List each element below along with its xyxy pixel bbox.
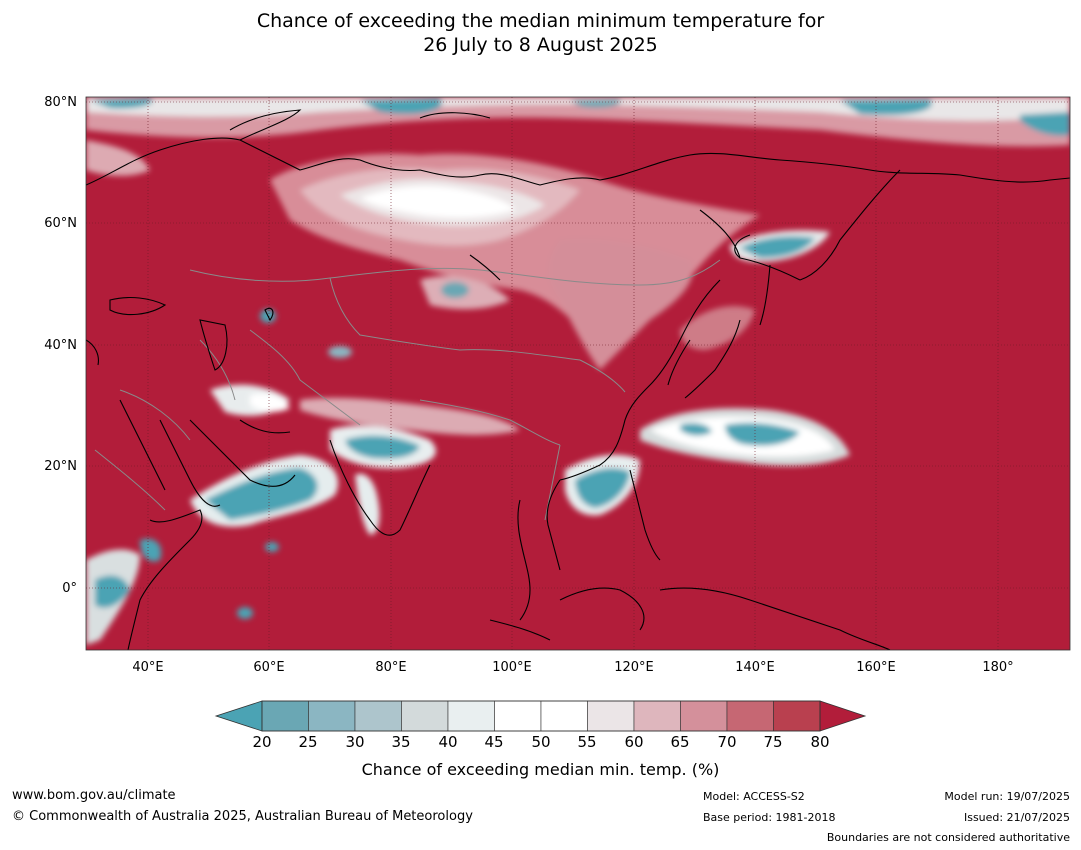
colorbar-tick-label: 50 [531, 733, 551, 751]
footer-website-link[interactable]: www.bom.gov.au/climate [12, 788, 176, 803]
lat-label-60n: 60°N [44, 216, 77, 231]
colorbar-tick-label: 55 [577, 733, 597, 751]
lat-label-40n: 40°N [44, 338, 77, 353]
lat-label-20n: 20°N [44, 459, 77, 474]
colorbar-tick-label: 45 [484, 733, 504, 751]
lat-label-80n: 80°N [44, 95, 77, 110]
lat-label-0: 0° [62, 581, 77, 596]
footer-copyright: © Commonwealth of Australia 2025, Austra… [12, 809, 473, 824]
colorbar-label: Chance of exceeding median min. temp. (%… [361, 760, 720, 779]
colorbar-bin [540, 700, 588, 732]
colorbar-bin [261, 700, 309, 732]
map-title-line-1: Chance of exceeding the median minimum t… [256, 10, 825, 32]
footer-disclaimer: Boundaries are not considered authoritat… [826, 831, 1070, 844]
lon-label-80e: 80°E [375, 660, 407, 675]
colorbar-tick-label: 35 [391, 733, 411, 751]
lon-label-60e: 60°E [253, 660, 285, 675]
colorbar-tick-label: 70 [717, 733, 737, 751]
colorbar [214, 700, 867, 732]
colorbar-tick-label: 65 [670, 733, 690, 751]
colorbar-tick-label: 75 [763, 733, 783, 751]
footer-model-run: Model run: 19/07/2025 [944, 790, 1070, 803]
colorbar-bin [354, 700, 402, 732]
colorbar-bin [308, 700, 356, 732]
footer-base-period: Base period: 1981-2018 [703, 811, 836, 824]
colorbar-tick-label: 80 [810, 733, 830, 751]
footer-model: Model: ACCESS-S2 [703, 790, 805, 803]
colorbar-tick-label: 30 [345, 733, 365, 751]
colorbar-min-extension [214, 700, 263, 732]
country-borders [94, 259, 721, 521]
graticule [86, 97, 1070, 650]
colorbar-frame [261, 700, 821, 732]
map-frame [85, 96, 1071, 651]
colorbar-bin [633, 700, 681, 732]
colorbar-bin [726, 700, 774, 732]
lon-label-140e: 140°E [735, 660, 775, 675]
probability-shading [86, 97, 1070, 645]
lon-label-120e: 120°E [614, 660, 654, 675]
colorbar-bin [587, 700, 635, 732]
colorbar-tick-label: 60 [624, 733, 644, 751]
colorbar-bin [680, 700, 728, 732]
colorbar-bin [494, 700, 542, 732]
lon-label-40e: 40°E [132, 660, 164, 675]
colorbar-tick-label: 40 [438, 733, 458, 751]
lon-label-100e: 100°E [492, 660, 532, 675]
map-title-line-2: 26 July to 8 August 2025 [423, 34, 658, 56]
lon-label-160e: 160°E [856, 660, 896, 675]
colorbar-bin [401, 700, 449, 732]
colorbar-max-extension [819, 700, 867, 732]
footer-issued: Issued: 21/07/2025 [963, 811, 1070, 824]
colorbar-bin [447, 700, 495, 732]
map-area [86, 97, 1070, 650]
colorbar-segments [261, 700, 821, 732]
colorbar-bin [773, 700, 821, 732]
colorbar-tick-label: 20 [252, 733, 272, 751]
lon-label-180: 180° [982, 660, 1014, 675]
coastlines [86, 109, 1070, 650]
colorbar-tick-label: 25 [298, 733, 318, 751]
